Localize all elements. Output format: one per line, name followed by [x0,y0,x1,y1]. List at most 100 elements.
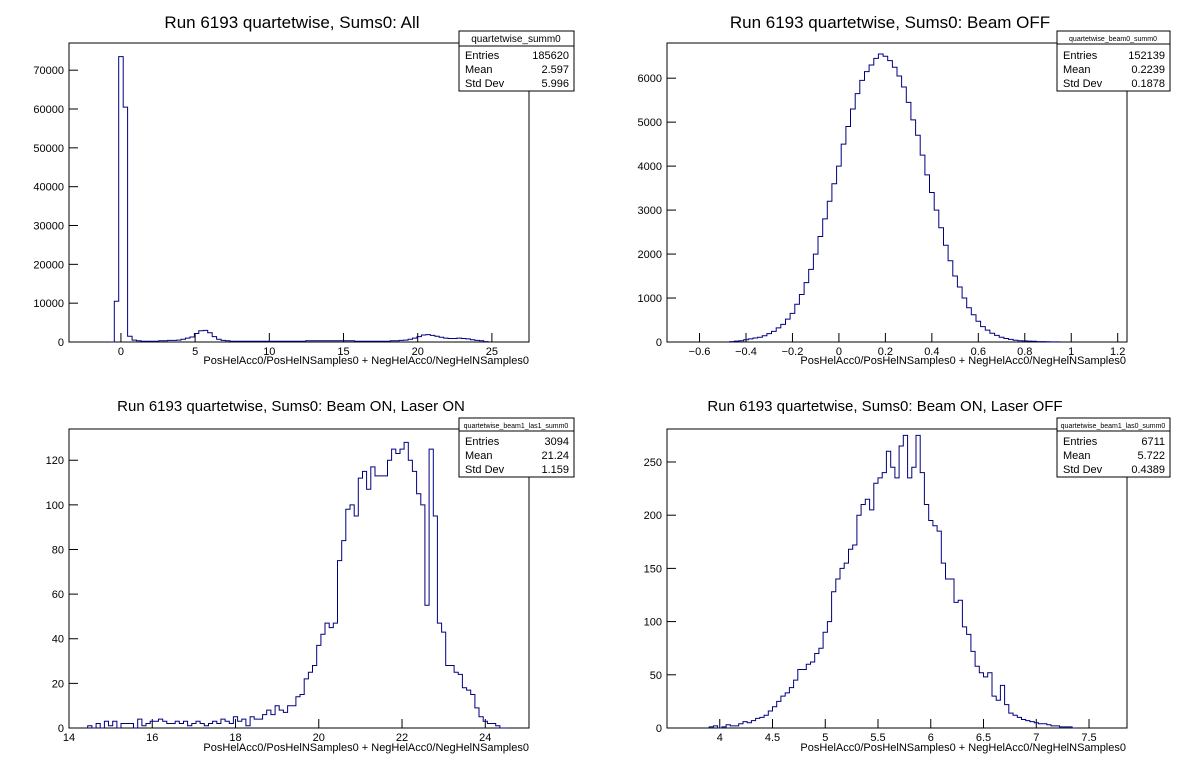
stats-label: Std Dev [465,464,505,476]
histogram-bin [470,340,474,342]
histogram-bin [943,245,948,342]
histogram-bin [911,120,916,342]
histogram-bin [844,563,848,728]
histogram-bin [323,341,327,342]
histogram-bin [810,662,814,728]
x-tick-label: 5 [822,732,828,744]
histogram-bin [371,467,375,728]
x-tick-label: 14 [63,732,75,744]
histogram-bin [386,341,390,342]
histogram-bin [996,700,1000,728]
histogram-bin [981,327,986,342]
y-tick-label: 4000 [638,161,662,173]
histogram-bin [861,505,865,728]
histogram-bin [912,467,916,728]
histogram-bin [132,340,136,342]
x-tick-label: 4 [717,732,723,744]
histogram-bin [246,726,250,728]
stats-name: quartetwise_summ0 [471,34,561,45]
hist-group: 0 5 10 15 20 25 0 10000 20000 30000 40000 50000 6000… [33,56,498,358]
plot-frame [666,42,1128,343]
histogram-bin [924,505,928,728]
stats-box: quartetwise_beam1_las0_summ0 Entries 671… [1056,417,1171,478]
histogram-bin [804,283,809,342]
histogram-bin [837,166,842,342]
histogram-bin [175,721,179,728]
y-tick-label: 80 [52,544,64,556]
histogram-bin [408,339,412,342]
histogram-bin [154,721,158,728]
histogram-bin [204,726,208,728]
histogram-bin [764,715,768,728]
stats-value: 2.597 [541,64,569,76]
histogram-bin [325,623,329,728]
x-tick-label: 0.2 [878,346,893,358]
histogram-bin [446,666,450,728]
stats-label: Std Dev [1063,78,1103,90]
histogram-bin [288,706,292,728]
y-tick-label: 40000 [33,182,64,194]
histogram-bin [762,336,767,342]
plot-frame [68,42,530,343]
histogram-bin [321,634,325,728]
hist-group: 14 16 18 20 22 24 0 20 40 60 80 100 120 [46,441,509,744]
histogram-bin [815,654,819,728]
x-tick-label: 6.5 [976,732,991,744]
histogram-bin [181,339,185,342]
histogram-bin [387,460,391,728]
histogram-bin [813,254,818,342]
histogram-bin [171,724,175,728]
histogram-bin [916,135,921,342]
histogram-bin [113,721,117,728]
histogram-bin [146,724,150,728]
histogram-bin [1051,726,1055,728]
stats-label: Entries [465,50,500,62]
histogram-bin [976,321,981,342]
histogram-bin [129,724,133,728]
histogram-bin [846,127,851,342]
histogram-bin [283,712,287,728]
histogram-bin [338,561,342,728]
histogram-bin [748,339,753,342]
histogram-bin [123,107,127,342]
histogram-bin [417,337,421,342]
histogram-bin [855,94,860,342]
x-tick-label: −0.4 [735,346,757,358]
histogram-bin [109,726,113,728]
histogram-bin [1055,726,1059,728]
histogram-bin [137,341,141,342]
histogram-bin [841,144,846,342]
histogram-bin [88,726,92,728]
histogram-bin [125,724,129,728]
histogram-bin [957,287,962,342]
histogram-bin [950,579,954,728]
histogram-bin [296,697,300,728]
histogram-bin [288,341,292,342]
chart-title: Run 6193 quartetwise, Sums0: Beam ON, La… [117,398,465,415]
histogram-bin [279,710,283,728]
y-tick-label: 20000 [33,259,64,271]
histogram-bin [906,102,911,342]
x-tick-label: 10 [263,346,275,358]
histogram-bin [471,695,475,728]
stats-label: Mean [1063,450,1091,462]
histogram-bin [799,295,804,342]
stats-value: 0.4389 [1131,464,1165,476]
histogram-bin [221,719,225,728]
histogram-bin [722,727,726,728]
histogram-bin [756,718,760,728]
histogram-bin [159,719,163,728]
histogram-bin [426,335,430,342]
y-tick-label: 3000 [638,205,662,217]
histogram-bin [809,269,814,342]
histogram-bin [142,726,146,728]
histogram-bin [1000,685,1004,728]
histogram-bin [128,336,132,342]
histogram-bin [462,688,466,728]
y-tick-label: 6000 [638,73,662,85]
x-tick-label: 7 [1033,732,1039,744]
histogram-bin [104,721,108,728]
histogram-bin [450,666,454,728]
histogram-bin [920,473,924,728]
histogram-bin [933,526,937,728]
